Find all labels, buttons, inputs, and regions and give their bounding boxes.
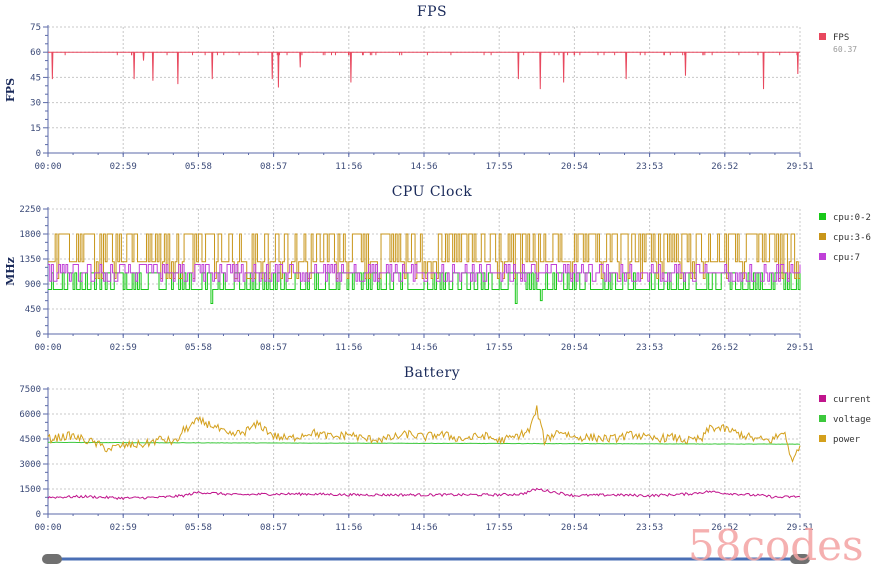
chart-panel-cpu-clock: CPU Clock MHz 00:00 02:59 05:58 08:57 11:56 14:… (4, 184, 814, 353)
x-tick-label: 26:52 (711, 162, 738, 172)
x-tick-label: 08:57 (260, 523, 287, 533)
x-tick-label: 05:58 (185, 162, 212, 172)
y-tick-label: 450 (25, 305, 41, 315)
x-tick-label: 23:53 (636, 343, 663, 353)
series-line-cpu-0-2 (48, 272, 801, 304)
y-tick-label: 4500 (19, 435, 41, 445)
legend-swatch[interactable] (819, 415, 826, 422)
x-tick-label: 20:54 (561, 162, 588, 172)
y-tick-label: 30 (30, 99, 41, 109)
chart-title: CPU Clock (392, 184, 473, 200)
x-tick-label: 02:59 (110, 343, 137, 353)
x-tick-label: 02:59 (110, 162, 137, 172)
legend-value: 60.37 (833, 45, 857, 54)
series-line-voltage (47, 441, 801, 445)
slider-right-handle[interactable] (790, 554, 810, 564)
series-line-current (47, 487, 801, 501)
x-tick-label: 11:56 (335, 343, 362, 353)
x-tick-label: 08:57 (260, 162, 287, 172)
x-tick-label: 20:54 (561, 343, 588, 353)
x-tick-label: 00:00 (34, 343, 61, 353)
x-tick-label: 23:53 (636, 162, 663, 172)
legend-label[interactable]: cpu:3-6 (833, 233, 871, 243)
legend-swatch[interactable] (819, 435, 826, 442)
x-tick-label: 23:53 (636, 523, 663, 533)
y-tick-label: 7500 (19, 385, 41, 395)
legend-swatch[interactable] (819, 233, 826, 240)
y-tick-label: 1500 (19, 485, 41, 495)
y-tick-label: 45 (30, 73, 41, 83)
x-tick-label: 00:00 (34, 523, 61, 533)
x-tick-label: 26:52 (711, 523, 738, 533)
chart-panel-fps: FPS FPS 00:00 02:59 05:58 08:57 11:56 14:56 17:5… (4, 4, 814, 172)
y-tick-label: 1350 (19, 255, 41, 265)
y-tick-label: 75 (30, 23, 41, 33)
x-tick-label: 29:51 (786, 343, 813, 353)
time-range-slider[interactable] (42, 554, 810, 564)
x-tick-label: 05:58 (185, 523, 212, 533)
x-tick-label: 11:56 (335, 162, 362, 172)
series-line-fps (48, 51, 800, 90)
legend-label[interactable]: cpu:7 (833, 253, 860, 263)
chart-title: Battery (404, 365, 460, 381)
x-tick-label: 17:55 (486, 162, 513, 172)
x-tick-label: 29:51 (786, 162, 813, 172)
slider-left-handle[interactable] (42, 554, 62, 564)
legend-label[interactable]: cpu:0-2 (833, 213, 871, 223)
y-axis-label: FPS (4, 78, 17, 102)
legend-label[interactable]: FPS (833, 33, 849, 43)
x-tick-label: 08:57 (260, 343, 287, 353)
x-tick-label: 17:55 (486, 523, 513, 533)
legend-swatch[interactable] (819, 253, 826, 260)
y-tick-label: 1800 (19, 230, 41, 240)
y-tick-label: 0 (36, 510, 41, 520)
x-tick-label: 29:51 (786, 523, 813, 533)
chart-panel-battery: Battery 00:00 02:59 05:58 08:57 11:56 14:56 17:… (19, 365, 813, 533)
y-tick-label: 60 (30, 48, 41, 58)
y-tick-label: 6000 (19, 410, 41, 420)
x-tick-label: 17:55 (486, 343, 513, 353)
x-tick-label: 14:56 (410, 162, 437, 172)
x-tick-label: 20:54 (561, 523, 588, 533)
y-tick-label: 0 (36, 149, 41, 159)
x-tick-label: 11:56 (335, 523, 362, 533)
x-tick-label: 00:00 (34, 162, 61, 172)
y-tick-label: 15 (30, 124, 41, 134)
x-tick-label: 02:59 (110, 523, 137, 533)
watermark: 58codes (688, 521, 864, 570)
legend-swatch[interactable] (819, 395, 826, 402)
x-tick-label: 05:58 (185, 343, 212, 353)
legend-label[interactable]: voltage (833, 415, 871, 425)
chart-title: FPS (417, 4, 447, 20)
y-tick-label: 0 (36, 330, 41, 340)
x-tick-label: 14:56 (410, 343, 437, 353)
y-axis-label: MHz (4, 257, 17, 286)
x-tick-label: 26:52 (711, 343, 738, 353)
y-tick-label: 900 (25, 280, 41, 290)
x-tick-label: 14:56 (410, 523, 437, 533)
y-tick-label: 2250 (19, 205, 41, 215)
y-tick-label: 3000 (19, 460, 41, 470)
series-line-power (47, 405, 801, 464)
legend-swatch[interactable] (819, 33, 826, 40)
series-line-cpu-3-6 (48, 233, 800, 279)
legend-swatch[interactable] (819, 213, 826, 220)
legend-label[interactable]: current (833, 395, 871, 405)
legend-label[interactable]: power (833, 435, 861, 445)
series-line-cpu-7 (48, 264, 801, 282)
